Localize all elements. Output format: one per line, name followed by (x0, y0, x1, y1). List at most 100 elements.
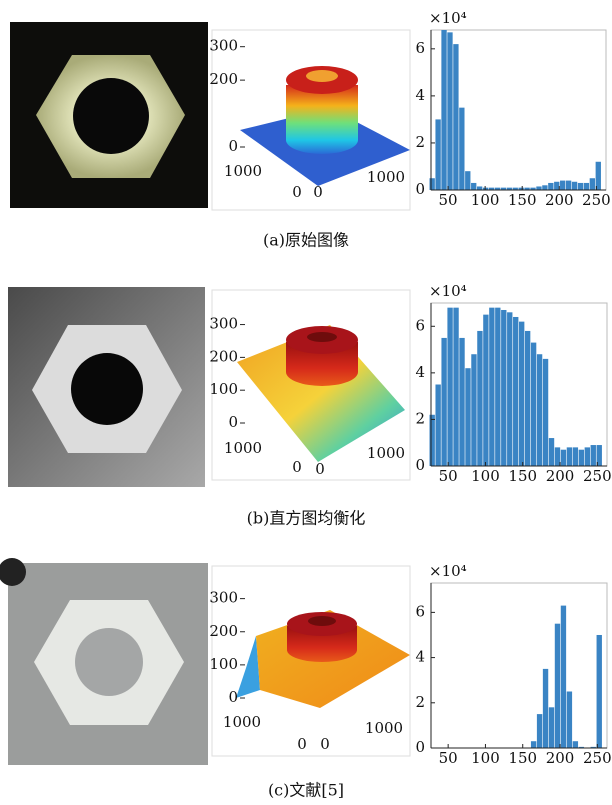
bar (513, 317, 518, 466)
y-multiplier: ×10⁴ (429, 282, 467, 300)
bar (519, 322, 524, 466)
bar (430, 178, 435, 190)
x-tick-label: 150 (508, 467, 537, 485)
bar (579, 450, 584, 466)
bar (477, 331, 482, 466)
y-tick-label: 1000 (367, 168, 405, 186)
photo-b (8, 287, 205, 487)
x-tick-label: 100 (471, 191, 500, 209)
figure: (a)原始图像 (b)直方图均衡化 (c)文献[5] 0200300010000… (0, 0, 612, 805)
x-tick-label: 50 (439, 191, 458, 209)
x-tick-label: 150 (508, 749, 537, 767)
bar (430, 415, 435, 466)
y-multiplier: ×10⁴ (429, 9, 467, 27)
bar (548, 183, 553, 190)
z-tick-label: 200 (209, 70, 238, 88)
x-tick-label: 200 (546, 749, 575, 767)
bar (573, 741, 578, 748)
y-tick-label: 0 (415, 180, 425, 198)
bar (555, 624, 560, 748)
bar (597, 635, 602, 748)
caption: (b)直方图均衡化 (247, 509, 366, 528)
y-tick-label: 1000 (365, 719, 403, 737)
caption: (a)原始图像 (263, 231, 349, 250)
bar (590, 178, 595, 190)
z-tick-label: 100 (209, 380, 238, 398)
y-tick-label: 6 (415, 39, 425, 57)
bar (459, 338, 464, 466)
bar (537, 354, 542, 466)
x-tick-label: 250 (583, 749, 612, 767)
bar (495, 308, 500, 466)
bar (591, 445, 596, 466)
y-tick-label: 6 (415, 316, 425, 334)
bar (531, 343, 536, 466)
bar (471, 354, 476, 466)
bar (567, 447, 572, 466)
caption: (c)文献[5] (268, 781, 344, 800)
x-tick-label: 0 (292, 458, 302, 476)
y-tick-label: 1000 (367, 444, 405, 462)
x-tick-label: 150 (508, 191, 537, 209)
bar (549, 707, 554, 748)
x-tick-label: 1000 (223, 713, 261, 731)
bar (441, 338, 446, 466)
y-tick-label: 2 (415, 693, 425, 711)
bar (573, 447, 578, 466)
bar (459, 108, 464, 190)
bar (531, 741, 536, 748)
photo-c (0, 558, 208, 765)
x-tick-label: 50 (439, 749, 458, 767)
y-tick-label: 4 (415, 86, 425, 104)
z-tick-label: 0 (228, 688, 238, 706)
bar (543, 669, 548, 748)
bar (584, 183, 589, 190)
z-tick-label: 300 (209, 589, 238, 607)
z-tick-label: 300 (209, 315, 238, 333)
bar (561, 450, 566, 466)
x-tick-label: 200 (545, 191, 574, 209)
x-tick-label: 1000 (224, 162, 262, 180)
bar (447, 308, 452, 466)
page: {"chart_data": [ {"type": "surface3d", "… (0, 0, 612, 805)
bar (447, 32, 452, 190)
x-tick-label: 250 (583, 467, 612, 485)
bar (453, 44, 458, 190)
x-tick-label: 250 (582, 191, 611, 209)
y-tick-label: 0 (315, 460, 325, 478)
bar (561, 606, 566, 748)
bar (435, 119, 440, 190)
z-tick-label: 200 (209, 622, 238, 640)
bar (525, 331, 530, 466)
x-tick-label: 100 (471, 749, 500, 767)
y-multiplier: ×10⁴ (429, 562, 467, 580)
y-tick-label: 6 (415, 602, 425, 620)
x-tick-label: 100 (471, 467, 500, 485)
photo-a (10, 22, 208, 208)
bar (435, 385, 440, 467)
z-tick-label: 0 (228, 413, 238, 431)
z-tick-label: 200 (209, 347, 238, 365)
y-tick-label: 0 (415, 738, 425, 756)
z-tick-label: 100 (209, 655, 238, 673)
bar (507, 312, 512, 466)
y-tick-label: 4 (415, 648, 425, 666)
bar (555, 447, 560, 466)
y-tick-label: 0 (320, 735, 330, 753)
x-tick-label: 50 (439, 467, 458, 485)
bar (465, 171, 470, 190)
bar (537, 714, 542, 748)
y-tick-label: 0 (415, 456, 425, 474)
y-tick-label: 4 (415, 363, 425, 381)
bar (477, 186, 482, 190)
bar (465, 368, 470, 466)
z-tick-label: 300 (209, 37, 238, 55)
x-tick-label: 0 (297, 735, 307, 753)
bar (453, 308, 458, 466)
bar (572, 182, 577, 190)
bar (578, 183, 583, 190)
bar (585, 447, 590, 466)
bar (441, 30, 446, 190)
bar (543, 359, 548, 466)
x-tick-label: 0 (292, 183, 302, 201)
